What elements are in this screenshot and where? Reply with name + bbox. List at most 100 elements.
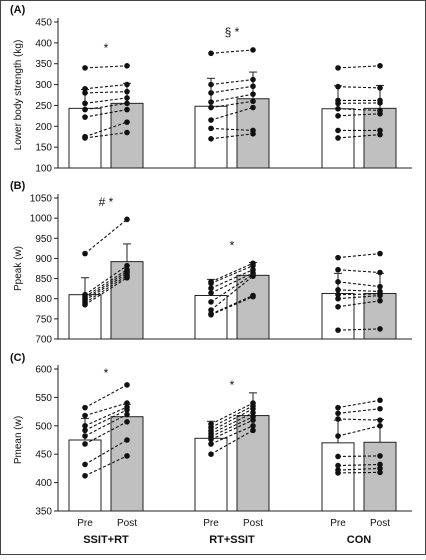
significance-marker: * <box>230 238 235 252</box>
subject-point-post <box>250 105 256 111</box>
significance-marker: # * <box>99 195 114 209</box>
subject-point-pre <box>208 99 214 105</box>
significance-marker: * <box>104 41 109 55</box>
subject-point-post <box>377 251 383 257</box>
subject-point-post <box>377 111 383 117</box>
subject-point-pre <box>82 114 88 120</box>
subject-point-pre <box>82 135 88 141</box>
subject-point-post <box>124 437 130 443</box>
subject-point-pre <box>335 135 341 141</box>
subject-point-pre <box>82 107 88 113</box>
subject-point-post <box>377 453 383 459</box>
y-tick-label: 100 <box>35 164 52 175</box>
y-tick-label: 900 <box>35 254 52 265</box>
subject-point-post <box>250 294 256 300</box>
subject-point-post <box>250 98 256 104</box>
x-label-pre: Pre <box>77 518 93 529</box>
y-tick-label: 500 <box>35 421 52 432</box>
subject-point-pre <box>208 136 214 142</box>
subject-point-post <box>124 275 130 281</box>
subject-point-pre <box>82 302 88 308</box>
y-tick-label: 450 <box>35 450 52 461</box>
subject-point-pre <box>82 462 88 468</box>
subject-point-pre <box>335 411 341 417</box>
subject-point-post <box>250 77 256 83</box>
y-tick-label: 250 <box>35 101 52 112</box>
subject-point-pre <box>335 416 341 422</box>
subject-point-post <box>124 453 130 459</box>
y-tick-label: 1050 <box>30 194 53 205</box>
subject-point-pre <box>335 65 341 71</box>
subject-point-post <box>377 397 383 403</box>
y-axis-title: Pmean (w) <box>13 416 24 464</box>
subject-point-pre <box>335 405 341 411</box>
significance-marker: * <box>104 366 109 380</box>
y-tick-label: 200 <box>35 122 52 133</box>
subject-point-post <box>124 89 130 95</box>
subject-point-pre <box>335 454 341 460</box>
y-tick-label: 450 <box>35 18 52 29</box>
subject-point-post <box>124 412 130 418</box>
subject-point-post <box>377 284 383 290</box>
subject-point-post <box>124 419 130 425</box>
x-label-pre: Pre <box>203 518 219 529</box>
subject-point-pre <box>335 84 341 90</box>
subject-point-pre <box>335 106 341 112</box>
subject-point-post <box>377 132 383 138</box>
subject-point-pre <box>335 128 341 134</box>
subject-point-post <box>377 406 383 412</box>
subject-point-pre <box>208 126 214 132</box>
subject-point-post <box>124 95 130 101</box>
subject-point-pre <box>335 296 341 302</box>
panel-label: (A) <box>10 4 26 16</box>
y-tick-label: 600 <box>35 365 52 376</box>
subject-point-post <box>377 63 383 69</box>
subject-point-post <box>377 270 383 276</box>
x-label-post: Post <box>117 518 137 529</box>
subject-point-pre <box>335 255 341 261</box>
bar-post <box>364 108 396 168</box>
subject-line <box>338 472 380 473</box>
group-label: CON <box>347 534 372 546</box>
subject-point-pre <box>208 451 214 457</box>
y-tick-label: 850 <box>35 274 52 285</box>
subject-point-post <box>250 273 256 279</box>
bar-post <box>111 417 143 511</box>
subject-point-pre <box>208 105 214 111</box>
y-tick-label: 150 <box>35 143 52 154</box>
subject-point-post <box>250 417 256 423</box>
y-tick-label: 550 <box>35 393 52 404</box>
y-tick-label: 350 <box>35 59 52 70</box>
subject-point-post <box>377 298 383 304</box>
subject-point-pre <box>335 279 341 285</box>
subject-point-post <box>124 217 130 223</box>
subject-point-post <box>124 101 130 107</box>
y-tick-label: 800 <box>35 294 52 305</box>
subject-point-pre <box>82 90 88 96</box>
subject-point-post <box>377 470 383 476</box>
subject-point-pre <box>82 433 88 439</box>
subject-point-pre <box>208 82 214 88</box>
subject-point-pre <box>335 327 341 333</box>
subject-point-post <box>124 107 130 113</box>
y-tick-label: 400 <box>35 38 52 49</box>
bar-pre <box>195 438 227 511</box>
subject-point-pre <box>208 441 214 447</box>
subject-point-pre <box>335 113 341 119</box>
subject-point-post <box>250 131 256 137</box>
subject-point-pre <box>82 473 88 479</box>
subject-point-post <box>250 91 256 97</box>
subject-point-post <box>250 47 256 53</box>
bar-post <box>237 275 269 339</box>
subject-point-post <box>250 83 256 89</box>
subject-point-post <box>124 82 130 88</box>
subject-point-post <box>377 326 383 332</box>
y-tick-label: 1000 <box>30 214 53 225</box>
panel-label: (B) <box>10 180 26 192</box>
x-label-post: Post <box>370 518 390 529</box>
subject-point-post <box>124 63 130 69</box>
y-tick-label: 350 <box>35 507 52 518</box>
bar-post <box>111 103 143 168</box>
y-axis-title: Ppeak (w) <box>13 246 24 291</box>
y-tick-label: 400 <box>35 478 52 489</box>
